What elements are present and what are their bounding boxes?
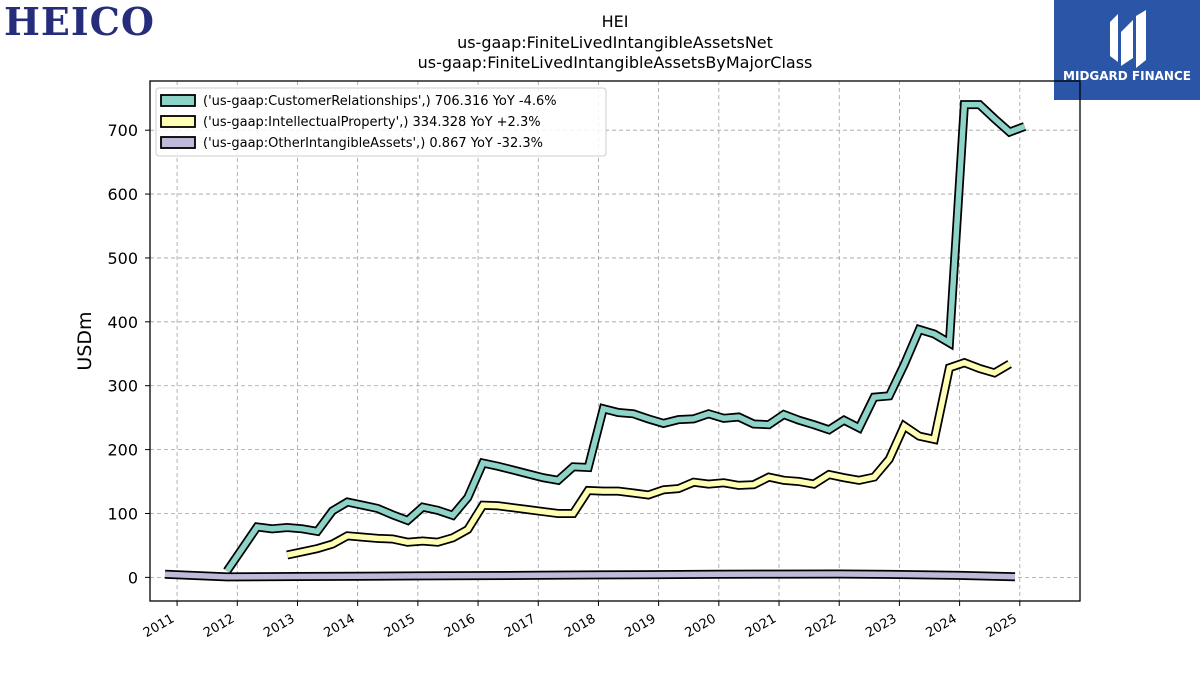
y-tick-label: 0 xyxy=(128,568,138,587)
x-axis: 2011 2012 2013 2014 2015 2016 2017 2018 2019 2020… xyxy=(141,601,1021,641)
x-tick-label: 2011 xyxy=(141,611,177,641)
x-tick-label: 2017 xyxy=(502,611,538,641)
y-tick-label: 200 xyxy=(107,441,138,460)
legend-entry-label: ('us-gaap:CustomerRelationships',) 706.3… xyxy=(203,94,557,109)
y-tick-label: 300 xyxy=(107,377,138,396)
x-tick-label: 2022 xyxy=(803,611,839,641)
x-tick-label: 2024 xyxy=(923,611,959,641)
legend-box xyxy=(155,87,607,157)
chart-title-line-3: us-gaap:FiniteLivedIntangibleAssetsByMaj… xyxy=(418,53,813,72)
chart-title: HEI us-gaap:FiniteLivedIntangibleAssetsN… xyxy=(418,12,813,72)
heico-logo-text: HEICO xyxy=(4,0,155,44)
x-tick-label: 2020 xyxy=(683,611,719,641)
y-tick-label: 400 xyxy=(107,313,138,332)
x-tick-label: 2025 xyxy=(984,611,1020,641)
chart-title-line-1: HEI xyxy=(602,12,629,31)
y-axis-label: USDm xyxy=(74,311,96,370)
x-tick-label: 2016 xyxy=(442,611,478,641)
y-axis: 0 100 200 300 400 500 600 700 xyxy=(107,121,150,587)
x-tick-label: 2012 xyxy=(201,611,237,641)
x-tick-label: 2021 xyxy=(743,611,779,641)
x-tick-label: 2014 xyxy=(322,611,358,641)
heico-logo: HEICO xyxy=(4,2,155,42)
x-tick-label: 2023 xyxy=(863,611,899,641)
legend-swatch xyxy=(160,136,196,149)
series-1 xyxy=(223,100,1027,574)
series-3 xyxy=(164,569,1016,582)
legend: ('us-gaap:CustomerRelationships',) 706.3… xyxy=(155,87,607,157)
y-tick-label: 600 xyxy=(107,185,138,204)
chart-title-line-2: us-gaap:FiniteLivedIntangibleAssetsNet xyxy=(457,33,773,52)
x-tick-label: 2015 xyxy=(382,611,418,641)
plot-frame xyxy=(149,80,1081,602)
series-layer xyxy=(164,100,1027,582)
x-tick-label: 2013 xyxy=(261,611,297,641)
y-tick-label: 700 xyxy=(107,121,138,140)
series-line-outline xyxy=(286,357,1012,560)
legend-swatch xyxy=(160,115,196,128)
midgard-finance-logo: MIDGARD FINANCE xyxy=(1054,0,1200,100)
series-2 xyxy=(286,357,1012,560)
series-line xyxy=(224,101,1026,573)
x-tick-label: 2018 xyxy=(562,611,598,641)
x-tick-label: 2019 xyxy=(622,611,658,641)
midgard-logo-mark-icon xyxy=(1054,0,1200,100)
series-line xyxy=(164,571,1016,580)
series-line xyxy=(286,359,1011,558)
y-tick-label: 100 xyxy=(107,504,138,523)
legend-swatch xyxy=(160,94,196,107)
legend-entry-label: ('us-gaap:IntellectualProperty',) 334.32… xyxy=(203,115,541,130)
y-tick-label: 500 xyxy=(107,249,138,268)
legend-entry-label: ('us-gaap:OtherIntangibleAssets',) 0.867… xyxy=(203,136,543,151)
midgard-logo-text: MIDGARD FINANCE xyxy=(1063,69,1191,83)
